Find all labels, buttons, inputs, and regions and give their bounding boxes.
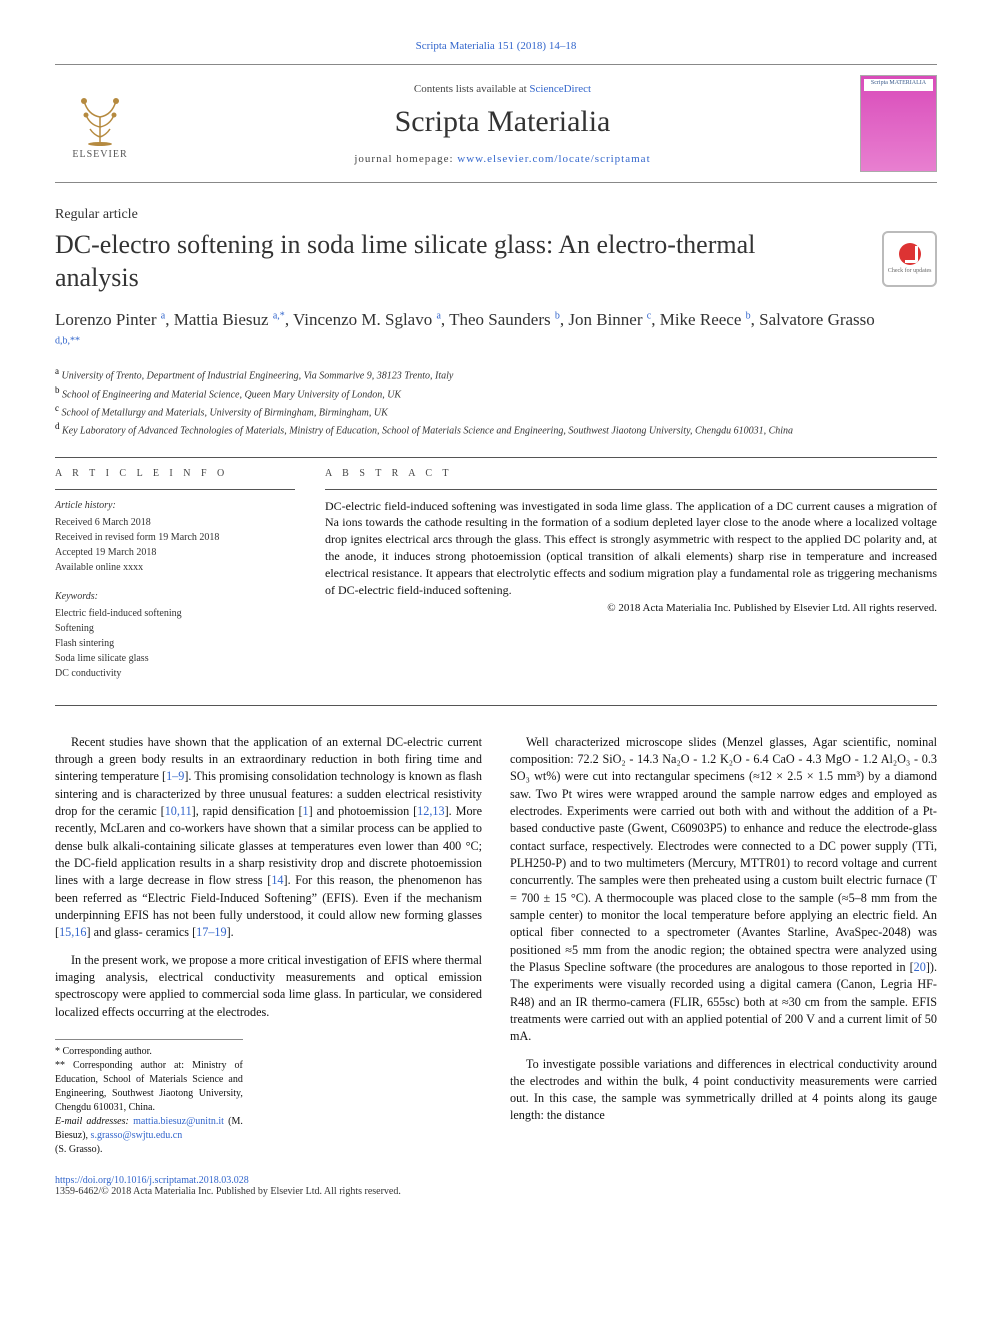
- article-info-col: A R T I C L E I N F O Article history: R…: [55, 468, 295, 695]
- homepage-link[interactable]: www.elsevier.com/locate/scriptamat: [457, 153, 650, 165]
- rule-bottom: [55, 705, 937, 706]
- body-para-1: Recent studies have shown that the appli…: [55, 734, 482, 942]
- abstract-col: A B S T R A C T DC-electric field-induce…: [325, 468, 937, 695]
- affiliations: a University of Trento, Department of In…: [55, 365, 882, 438]
- homepage-prefix: journal homepage:: [354, 153, 457, 165]
- doi-link[interactable]: https://doi.org/10.1016/j.scriptamat.201…: [55, 1175, 249, 1186]
- cover-label: Scripta MATERIALIA: [861, 80, 936, 86]
- publisher-logo: ELSEVIER: [55, 79, 145, 169]
- masthead: ELSEVIER Contents lists available at Sci…: [55, 64, 937, 183]
- article-head-left: Regular article DC-electro softening in …: [55, 207, 882, 447]
- abstract-text: DC-electric field-induced softening was …: [325, 498, 937, 599]
- contents-list-line: Contents lists available at ScienceDirec…: [145, 83, 860, 95]
- journal-homepage-line: journal homepage: www.elsevier.com/locat…: [145, 153, 860, 165]
- email-prefix: E-mail addresses:: [55, 1116, 133, 1127]
- email-line: E-mail addresses: mattia.biesuz@unitn.it…: [55, 1115, 243, 1143]
- running-citation: Scripta Materialia 151 (2018) 14–18: [55, 40, 937, 52]
- journal-cover-thumb: Scripta MATERIALIA: [860, 75, 937, 172]
- info-abstract-row: A R T I C L E I N F O Article history: R…: [55, 468, 937, 695]
- sciencedirect-link[interactable]: ScienceDirect: [529, 83, 591, 95]
- body-para-3: Well characterized microscope slides (Me…: [510, 734, 937, 1046]
- issn-copyright: 1359-6462/© 2018 Acta Materialia Inc. Pu…: [55, 1186, 401, 1197]
- elsevier-tree-icon: [70, 87, 130, 147]
- footnotes: * Corresponding author. ** Corresponding…: [55, 1039, 243, 1157]
- keywords-block: Keywords: Electric field-induced softeni…: [55, 589, 295, 681]
- body-para-4: To investigate possible variations and d…: [510, 1056, 937, 1125]
- corr-author-2: ** Corresponding author at: Ministry of …: [55, 1059, 243, 1115]
- history-lines: Received 6 March 2018Received in revised…: [55, 515, 295, 575]
- page-footer: https://doi.org/10.1016/j.scriptamat.201…: [55, 1175, 937, 1197]
- info-rule: [55, 489, 295, 490]
- author-list: Lorenzo Pinter a, Mattia Biesuz a,*, Vin…: [55, 308, 882, 357]
- crossmark-icon: [899, 243, 921, 265]
- abstract-heading: A B S T R A C T: [325, 468, 937, 479]
- article-title: DC-electro softening in soda lime silica…: [55, 229, 775, 294]
- body-columns: Recent studies have shown that the appli…: [55, 734, 937, 1157]
- keywords-label: Keywords:: [55, 589, 295, 604]
- rule-top: [55, 457, 937, 458]
- history-label: Article history:: [55, 498, 295, 513]
- contents-prefix: Contents lists available at: [414, 83, 529, 95]
- abstract-rule: [325, 489, 937, 490]
- article-type: Regular article: [55, 207, 882, 223]
- journal-title: Scripta Materialia: [145, 105, 860, 139]
- article-info-heading: A R T I C L E I N F O: [55, 468, 295, 479]
- keywords-list: Electric field-induced softeningSoftenin…: [55, 606, 295, 681]
- email-name-2: (S. Grasso).: [55, 1143, 243, 1157]
- corr-author-1: * Corresponding author.: [55, 1045, 243, 1059]
- article-head: Regular article DC-electro softening in …: [55, 207, 937, 447]
- crossmark-text: Check for updates: [888, 268, 932, 275]
- page-root: Scripta Materialia 151 (2018) 14–18 ELSE…: [0, 0, 992, 1237]
- body-para-2: In the present work, we propose a more c…: [55, 952, 482, 1021]
- article-history: Article history: Received 6 March 2018Re…: [55, 498, 295, 575]
- email-link-2[interactable]: s.grasso@swjtu.edu.cn: [91, 1130, 183, 1141]
- masthead-center: Contents lists available at ScienceDirec…: [145, 83, 860, 165]
- email-link-1[interactable]: mattia.biesuz@unitn.it: [133, 1116, 224, 1127]
- abstract-copyright: © 2018 Acta Materialia Inc. Published by…: [325, 602, 937, 614]
- crossmark-badge[interactable]: Check for updates: [882, 231, 937, 287]
- publisher-wordmark: ELSEVIER: [72, 149, 127, 160]
